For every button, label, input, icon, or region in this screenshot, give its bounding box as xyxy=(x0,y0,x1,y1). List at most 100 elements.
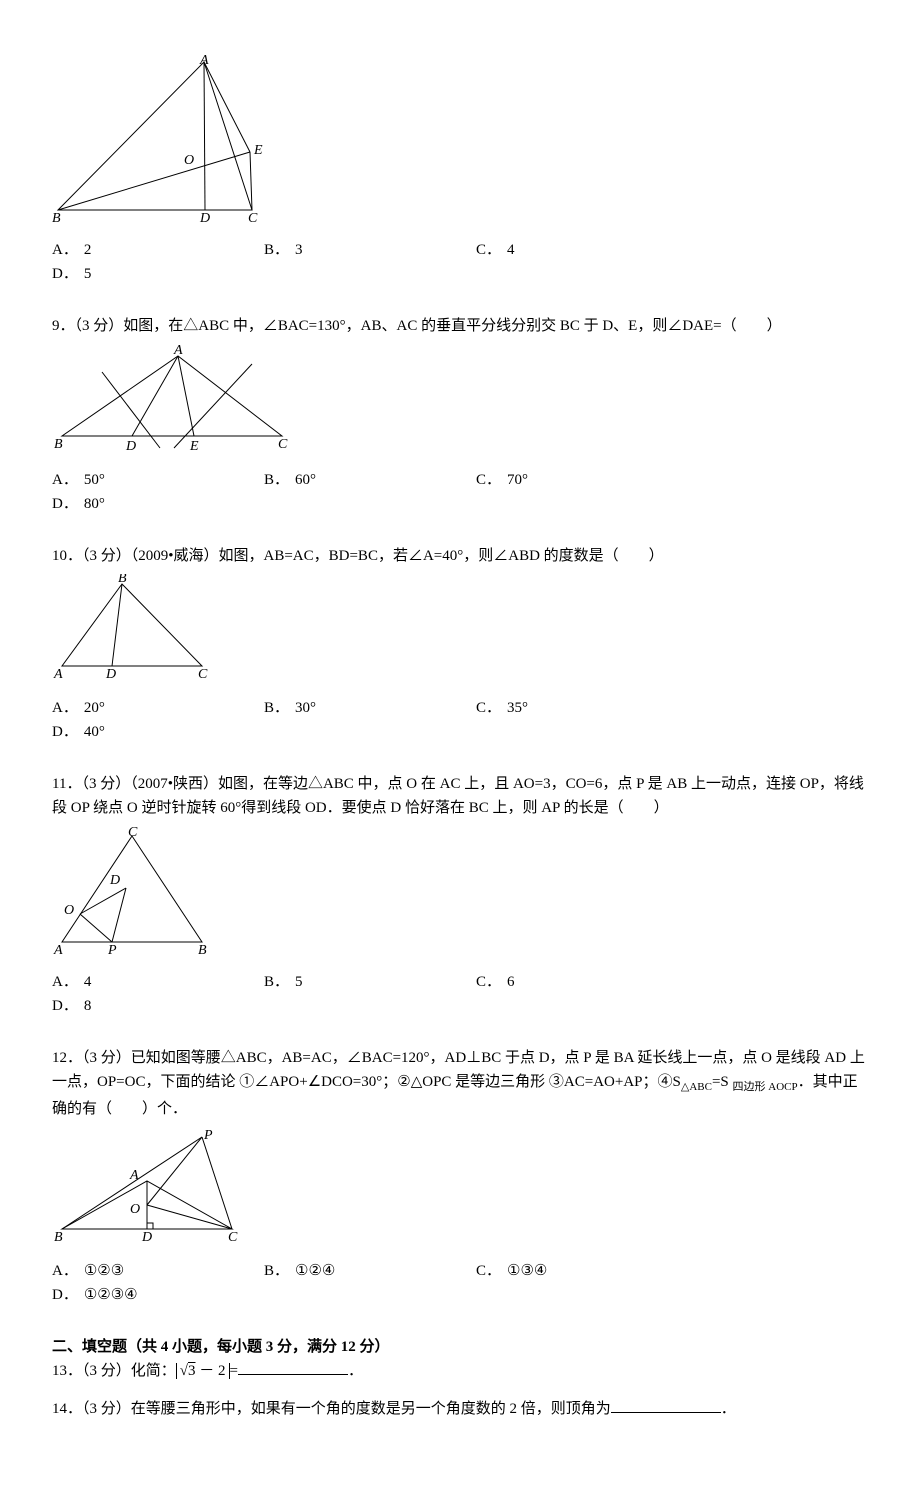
q8-diagram: A B C D E O xyxy=(52,54,868,232)
opt-label: C． xyxy=(476,472,507,488)
q10-opt-A: A．20° xyxy=(52,696,264,720)
opt-label: A． xyxy=(52,1263,84,1279)
q12-label-P: P xyxy=(203,1128,213,1143)
q13-abs: √3 － 2 xyxy=(176,1363,230,1379)
q11-opt-B: B．5 xyxy=(264,970,476,994)
q10-options: A．20° B．30° C．35° D．40° xyxy=(52,696,868,744)
question-12: 12．（3 分）已知如图等腰△ABC，AB=AC，∠BAC=120°，AD⊥BC… xyxy=(52,1046,868,1307)
q12-label-A: A xyxy=(129,1168,139,1183)
q10-label-C: C xyxy=(198,667,208,682)
q10-label-D: D xyxy=(105,667,116,682)
q12-label-O: O xyxy=(130,1202,140,1217)
q9-diagram: A B C D E xyxy=(52,344,868,462)
opt-text: ①②③④ xyxy=(84,1287,138,1303)
q10-label-A: A xyxy=(53,667,63,682)
opt-text: 4 xyxy=(507,242,515,258)
q14-blank xyxy=(611,1397,721,1413)
q11-options: A．4 B．5 C．6 D．8 xyxy=(52,970,868,1018)
opt-label: A． xyxy=(52,974,84,990)
q12-label-D: D xyxy=(141,1230,152,1245)
opt-text: 4 xyxy=(84,974,92,990)
q8-opt-D: D．5 xyxy=(52,262,264,286)
opt-text: 5 xyxy=(295,974,303,990)
q9-opt-B: B．60° xyxy=(264,468,476,492)
opt-text: 20° xyxy=(84,700,105,716)
opt-label: B． xyxy=(264,1263,295,1279)
q11-opt-A: A．4 xyxy=(52,970,264,994)
q12-options: A．①②③ B．①②④ C．①③④ D．①②③④ xyxy=(52,1259,868,1307)
q13-blank xyxy=(238,1359,348,1375)
q9-label-C: C xyxy=(278,437,288,452)
q12-sub1: △ABC xyxy=(681,1081,712,1093)
opt-text: 2 xyxy=(84,242,92,258)
opt-text: 50° xyxy=(84,472,105,488)
q13-post: = xyxy=(230,1363,238,1379)
q10-text: 10．（3 分）（2009•威海）如图，AB=AC，BD=BC，若∠A=40°，… xyxy=(52,544,868,568)
q12-label-C: C xyxy=(228,1230,238,1245)
q12-opt-B: B．①②④ xyxy=(264,1259,476,1283)
q12-sub2: 四边形 AOCP xyxy=(733,1081,798,1093)
q11-label-O: O xyxy=(64,903,74,918)
opt-label: D． xyxy=(52,496,84,512)
q8-opt-B: B．3 xyxy=(264,238,476,262)
q10-diagram: A B C D xyxy=(52,574,868,690)
q12-diagram: B C D A P O xyxy=(52,1127,868,1253)
q9-opt-C: C．70° xyxy=(476,468,688,492)
q12-opt-A: A．①②③ xyxy=(52,1259,264,1283)
q13-pre: 13．（3 分）化简： xyxy=(52,1363,176,1379)
q11-diagram: A B C O P D xyxy=(52,826,868,964)
question-11: 11．（3 分）（2007•陕西）如图，在等边△ABC 中，点 O 在 AC 上… xyxy=(52,772,868,1018)
opt-text: 40° xyxy=(84,724,105,740)
q12-mid: =S xyxy=(712,1074,729,1090)
q8-label-D: D xyxy=(199,211,210,224)
opt-text: 80° xyxy=(84,496,105,512)
opt-text: 30° xyxy=(295,700,316,716)
opt-label: D． xyxy=(52,1287,84,1303)
q8-opt-C: C．4 xyxy=(476,238,688,262)
q8-label-O: O xyxy=(184,153,194,168)
q8-options: A．2 B．3 C．4 D．5 xyxy=(52,238,868,286)
opt-text: 60° xyxy=(295,472,316,488)
opt-label: C． xyxy=(476,700,507,716)
opt-label: A． xyxy=(52,700,84,716)
opt-label: C． xyxy=(476,1263,507,1279)
q9-options: A．50° B．60° C．70° D．80° xyxy=(52,468,868,516)
q13-minus: － 2 xyxy=(196,1363,226,1379)
opt-label: D． xyxy=(52,266,84,282)
opt-text: 70° xyxy=(507,472,528,488)
opt-text: 35° xyxy=(507,700,528,716)
q9-text: 9．（3 分）如图，在△ABC 中，∠BAC=130°，AB、AC 的垂直平分线… xyxy=(52,314,868,338)
opt-text: ①③④ xyxy=(507,1263,547,1279)
q8-label-E: E xyxy=(253,143,263,158)
opt-label: A． xyxy=(52,472,84,488)
opt-text: 8 xyxy=(84,998,92,1014)
q9-label-A: A xyxy=(173,344,183,358)
opt-label: B． xyxy=(264,700,295,716)
q10-opt-B: B．30° xyxy=(264,696,476,720)
q8-label-A: A xyxy=(199,54,209,68)
opt-label: B． xyxy=(264,472,295,488)
section-2-header: 二、填空题（共 4 小题，每小题 3 分，满分 12 分） xyxy=(52,1335,868,1359)
opt-label: C． xyxy=(476,974,507,990)
question-8: A B C D E O A．2 B．3 C．4 D．5 xyxy=(52,54,868,286)
opt-label: B． xyxy=(264,974,295,990)
q11-label-A: A xyxy=(53,943,63,956)
opt-text: 6 xyxy=(507,974,515,990)
opt-text: 5 xyxy=(84,266,92,282)
q9-label-E: E xyxy=(189,439,199,454)
q11-opt-D: D．8 xyxy=(52,994,264,1018)
q14-text: 14．（3 分）在等腰三角形中，如果有一个角的度数是另一个角度数的 2 倍，则顶… xyxy=(52,1401,611,1417)
question-9: 9．（3 分）如图，在△ABC 中，∠BAC=130°，AB、AC 的垂直平分线… xyxy=(52,314,868,516)
q12-opt-D: D．①②③④ xyxy=(52,1283,264,1307)
sqrt-icon: √ xyxy=(180,1363,188,1379)
q11-label-B: B xyxy=(198,943,207,956)
q11-label-C: C xyxy=(128,826,138,840)
q9-opt-A: A．50° xyxy=(52,468,264,492)
opt-label: B． xyxy=(264,242,295,258)
q10-opt-C: C．35° xyxy=(476,696,688,720)
q9-opt-D: D．80° xyxy=(52,492,264,516)
q8-label-C: C xyxy=(248,211,258,224)
q11-label-D: D xyxy=(109,873,120,888)
q11-label-P: P xyxy=(107,943,117,956)
question-13: 13．（3 分）化简：√3 － 2=． xyxy=(52,1359,868,1383)
